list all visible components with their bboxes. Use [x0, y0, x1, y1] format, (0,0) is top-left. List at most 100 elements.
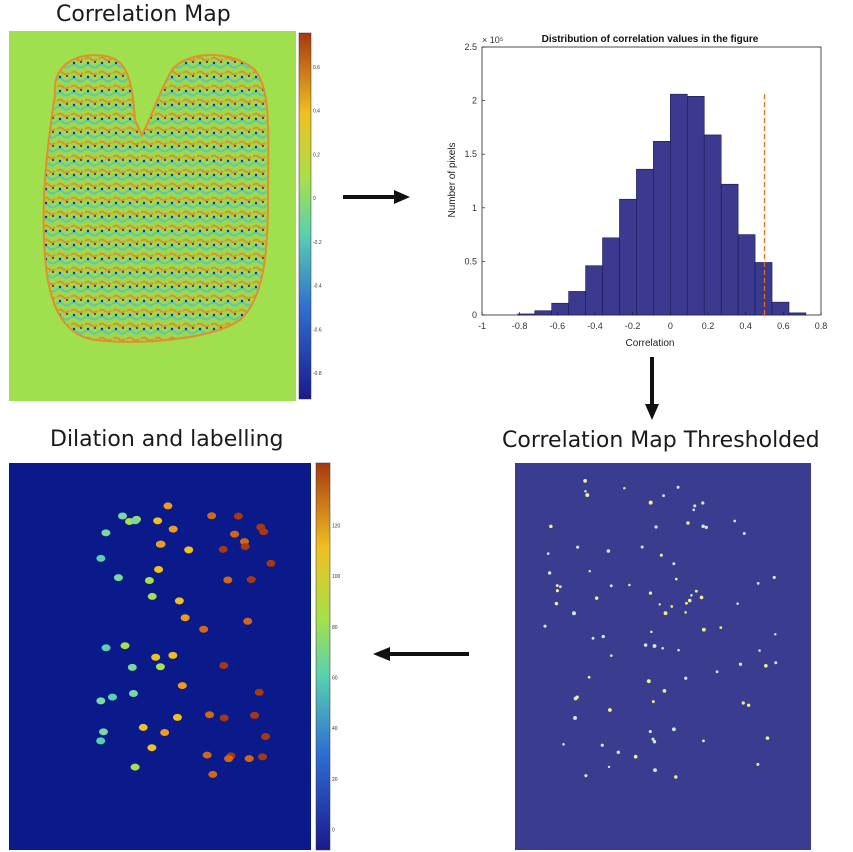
chart-title: Distribution of correlation values in th…: [542, 34, 759, 45]
threshold-pixel: [662, 494, 665, 498]
threshold-pixel: [736, 602, 739, 605]
correlation-map-colorbar-ticks: 0.6 0.4 0.2 0 -0.2 -0.4 -0.6 -0.8: [313, 65, 322, 377]
threshold-pixel: [558, 585, 562, 589]
threshold-pixel: [674, 775, 678, 779]
y-axis-label: Number of pixels: [447, 142, 458, 217]
correlation-map-panel: 0.6 0.4 0.2 0 -0.2 -0.4 -0.6 -0.8: [9, 31, 322, 401]
threshold-pixel: [733, 519, 737, 523]
labelled-blob: [244, 755, 254, 763]
colorbar-tick-label: 80: [332, 625, 338, 631]
labelled-blob: [172, 713, 182, 721]
thresholded-title: Correlation Map Thresholded: [502, 428, 820, 453]
histogram-bar: [788, 312, 807, 316]
threshold-pixel: [653, 768, 657, 773]
labelled-blob: [174, 597, 184, 605]
labelled-blob: [120, 642, 130, 650]
labelled-blob: [154, 565, 164, 573]
threshold-pixel: [547, 571, 552, 575]
labelled-blob: [168, 525, 178, 533]
labelled-blob: [254, 688, 264, 696]
x-tick-label: -0.8: [512, 321, 528, 331]
labelled-blob: [233, 512, 243, 520]
threshold-pixel: [584, 489, 587, 493]
histogram-bar: [737, 234, 756, 316]
labelled-blob: [153, 517, 163, 525]
labelled-blob: [128, 690, 138, 698]
colorbar-tick-label: 120: [332, 523, 341, 529]
labelled-blob: [218, 545, 228, 553]
dilation-labelling-title: Dilation and labelling: [50, 427, 284, 452]
labelled-blob: [155, 663, 165, 671]
threshold-pixel: [719, 626, 723, 630]
labelled-blob: [96, 697, 106, 705]
threshold-pixel: [606, 549, 611, 553]
correlation-map-colorbar: [298, 32, 312, 400]
threshold-pixel: [650, 630, 653, 634]
colorbar-tick-label: 0: [313, 196, 316, 202]
arrow-down: [645, 357, 659, 420]
labelled-blob: [177, 682, 187, 690]
labelled-blob: [130, 517, 140, 525]
colorbar-tick-label: 0.6: [313, 65, 320, 71]
thresholded-background: [515, 463, 811, 850]
threshold-pixel: [661, 646, 664, 650]
threshold-pixel: [701, 524, 705, 528]
labelled-blob: [101, 529, 111, 537]
labelled-blob: [230, 530, 240, 538]
threshold-pixel: [690, 594, 693, 597]
labelled-blob: [101, 644, 111, 652]
x-tick-label: -0.6: [550, 321, 566, 331]
histogram-bar: [703, 134, 722, 316]
threshold-pixel: [562, 743, 565, 746]
threshold-pixel: [694, 589, 698, 593]
x-tick-label: 0.8: [815, 321, 828, 331]
histogram-bar: [653, 141, 671, 316]
threshold-pixel: [651, 700, 655, 704]
threshold-pixel: [715, 670, 719, 674]
colorbar-tick-label: 100: [332, 574, 341, 580]
labelled-blob: [266, 559, 276, 567]
threshold-pixel: [609, 584, 613, 588]
histogram-bar: [619, 198, 637, 316]
threshold-pixel: [704, 525, 708, 530]
threshold-pixel: [686, 521, 690, 525]
threshold-pixel: [591, 636, 595, 640]
y-tick-label: 2.5: [464, 42, 477, 52]
correlation-map-title: Correlation Map: [56, 2, 231, 27]
threshold-pixel: [610, 654, 613, 657]
y-tick-label: 0.5: [464, 256, 477, 266]
threshold-pixel: [674, 577, 678, 581]
labelled-blob: [168, 651, 178, 659]
labelled-blob: [250, 711, 260, 719]
y-multiplier-label: × 10⁵: [482, 35, 504, 45]
labelling-panel: 120 100 80 60 40 20 0: [9, 462, 341, 851]
arrow-left: [373, 647, 469, 661]
threshold-pixel: [584, 774, 588, 778]
labelled-blob: [99, 728, 109, 736]
histogram-bar: [754, 262, 773, 316]
threshold-pixel: [774, 633, 777, 636]
threshold-pixel: [554, 601, 559, 606]
threshold-pixel: [677, 648, 680, 652]
histogram-bar: [771, 301, 790, 316]
threshold-pixel: [772, 575, 776, 580]
labelled-blob: [107, 693, 117, 701]
threshold-pixel: [601, 634, 605, 639]
labelled-blob: [256, 523, 266, 531]
x-tick-label: 0.4: [739, 321, 752, 331]
labelling-colorbar-ticks: 120 100 80 60 40 20 0: [332, 523, 341, 833]
labelled-blob: [96, 737, 106, 745]
labelled-blob: [246, 576, 256, 584]
threshold-pixel: [543, 624, 547, 628]
labelled-blob: [199, 625, 209, 633]
threshold-pixel: [628, 583, 631, 587]
threshold-pixel: [607, 708, 612, 712]
threshold-pixel: [607, 765, 611, 769]
labelled-blob: [144, 576, 154, 584]
threshold-pixel: [546, 552, 550, 555]
labelled-blobs: [96, 502, 276, 778]
colorbar-tick-label: -0.8: [313, 371, 322, 377]
x-tick-label: -0.4: [587, 321, 603, 331]
histogram-bar: [720, 183, 739, 316]
labelled-blob: [127, 663, 137, 671]
